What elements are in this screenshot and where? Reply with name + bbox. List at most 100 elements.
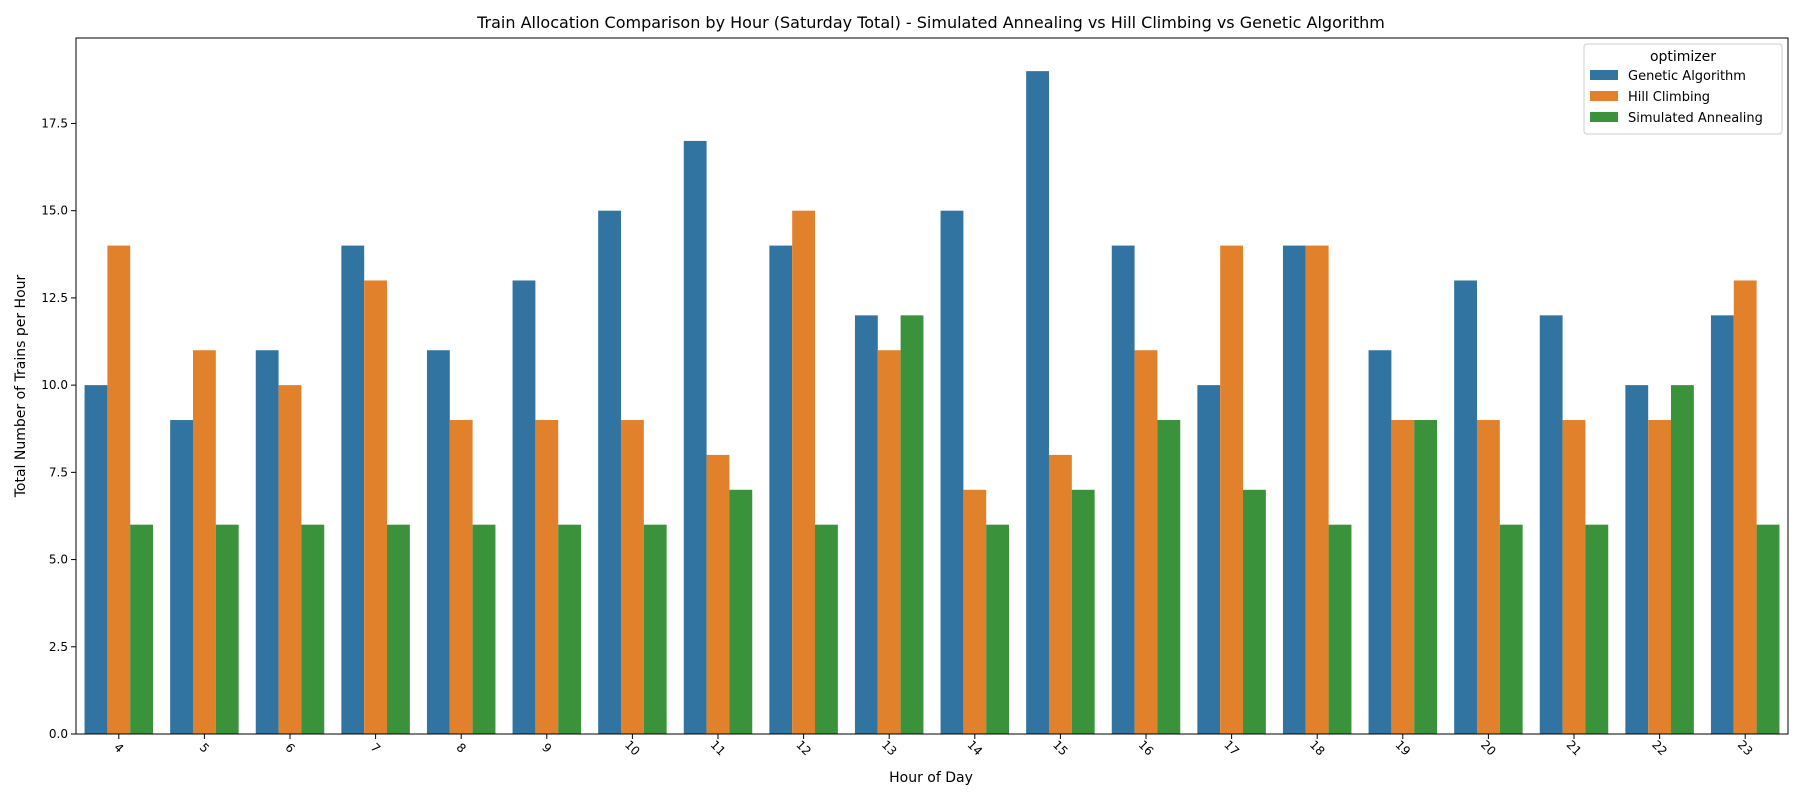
y-tick-label: 2.5 [49, 640, 68, 654]
bar [792, 210, 816, 734]
bar [215, 524, 239, 734]
bar [1368, 350, 1392, 734]
bar [963, 489, 987, 734]
bar [1220, 245, 1244, 734]
bar [643, 524, 667, 734]
legend-swatch [1590, 70, 1618, 80]
bar [364, 280, 388, 734]
bar [1328, 524, 1352, 734]
bar [1539, 315, 1563, 734]
bar [472, 524, 496, 734]
bar [1756, 524, 1780, 734]
bar [1305, 245, 1329, 734]
bar [1499, 524, 1523, 734]
bar [1476, 420, 1500, 734]
legend-entries: Genetic Algorithm Hill Climbing Simulated … [1590, 69, 1763, 126]
bar [192, 350, 216, 734]
bar [729, 489, 753, 734]
legend-swatch [1590, 91, 1618, 101]
bar [940, 210, 964, 734]
bar [854, 315, 878, 734]
bar [1454, 280, 1477, 734]
bar [387, 524, 410, 734]
x-tick-label: 19 [1392, 738, 1413, 759]
bar [449, 420, 473, 734]
y-tick-label: 0.0 [49, 727, 68, 741]
bar [769, 245, 793, 734]
bar [1733, 280, 1757, 734]
bar [1134, 350, 1158, 734]
y-tick-label: 5.0 [49, 553, 68, 567]
bar [426, 350, 450, 734]
legend-label: Simulated Annealing [1628, 111, 1763, 126]
legend-label: Genetic Algorithm [1628, 69, 1746, 84]
x-tick-label: 21 [1564, 738, 1585, 759]
y-axis: 0.0 2.5 5.0 7.5 10.0 12.5 15.0 17.5 [41, 116, 76, 741]
bar [683, 140, 707, 735]
legend-label: Hill Climbing [1628, 90, 1710, 105]
bar [1071, 489, 1095, 734]
bar [598, 210, 621, 734]
x-tick-label: 23 [1735, 738, 1756, 759]
x-tick-label: 7 [368, 740, 383, 755]
x-tick-label: 22 [1649, 738, 1670, 759]
bar [620, 420, 644, 734]
x-tick-label: 8 [454, 740, 469, 755]
legend: optimizer Genetic Algorithm Hill Climbing… [1583, 43, 1783, 135]
x-tick-label: 16 [1136, 738, 1157, 759]
bar [877, 350, 901, 734]
legend-box [1583, 43, 1783, 135]
bar [1197, 385, 1221, 734]
bar [986, 524, 1010, 734]
x-tick-label: 10 [622, 738, 643, 759]
bar [107, 245, 131, 734]
axes-frame [75, 37, 1789, 735]
bar [815, 524, 838, 734]
x-tick-label: 14 [964, 738, 985, 759]
bar [255, 350, 279, 734]
x-tick-label: 18 [1307, 738, 1328, 759]
x-axis: 4 5 6 7 8 9 10 11 12 13 14 15 16 17 18 19 20 21 22 23 [111, 734, 1756, 759]
bar [341, 245, 365, 734]
bar [1048, 454, 1072, 734]
x-tick-label: 17 [1221, 738, 1242, 759]
bar [1282, 245, 1306, 734]
bar [1625, 385, 1649, 734]
x-axis-label: Hour of Day [889, 770, 973, 786]
x-tick-label: 12 [793, 738, 814, 759]
bar [535, 420, 559, 734]
bar [1648, 420, 1672, 734]
bar [1243, 489, 1266, 734]
x-tick-label: 15 [1050, 738, 1071, 759]
bar [170, 420, 193, 734]
y-tick-label: 10.0 [41, 378, 68, 392]
x-tick-label: 13 [879, 738, 900, 759]
x-tick-label: 20 [1478, 738, 1499, 759]
bar [706, 454, 730, 734]
y-tick-label: 12.5 [41, 291, 68, 305]
bar [1710, 315, 1734, 734]
x-tick-label: 5 [197, 740, 212, 755]
bar [1111, 245, 1135, 734]
legend-title: optimizer [1650, 49, 1716, 65]
bars-layer [84, 71, 1780, 735]
x-tick-label: 4 [111, 740, 126, 755]
y-axis-label: Total Number of Trains per Hour [13, 274, 29, 498]
bar [1562, 420, 1586, 734]
bar [900, 315, 924, 734]
x-tick-label: 9 [539, 740, 554, 755]
y-tick-label: 17.5 [41, 116, 68, 130]
bar [130, 524, 154, 734]
x-tick-label: 6 [282, 740, 297, 755]
bar [1026, 71, 1049, 734]
bar [1585, 524, 1609, 734]
bar [558, 524, 582, 734]
bar [84, 385, 108, 734]
bar [301, 524, 325, 734]
bar [512, 280, 536, 734]
y-tick-label: 7.5 [49, 465, 68, 479]
bar [278, 385, 302, 734]
legend-swatch [1590, 112, 1618, 122]
y-tick-label: 15.0 [41, 204, 68, 218]
